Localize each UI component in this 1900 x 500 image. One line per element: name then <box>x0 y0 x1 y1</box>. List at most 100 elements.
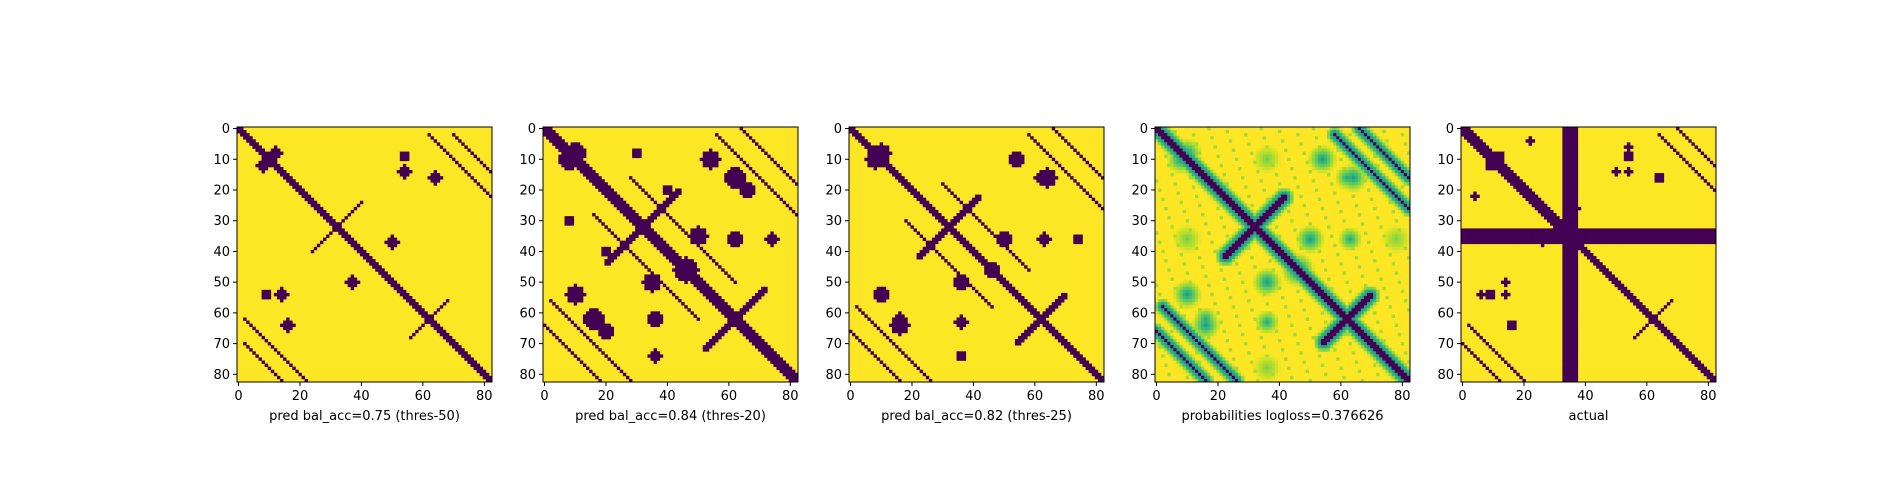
heatmap-cell <box>1265 151 1270 155</box>
heatmap-cell <box>659 317 664 321</box>
heatmap-cell <box>1327 145 1331 149</box>
heatmap-cell <box>699 228 704 232</box>
heatmap-cell <box>724 179 728 183</box>
heatmap-cell <box>1330 130 1334 134</box>
heatmap-cell <box>1280 191 1285 195</box>
heatmap-cell <box>984 225 988 229</box>
heatmap-cell <box>1302 249 1306 254</box>
heatmap-cell <box>1213 145 1217 149</box>
heatmap-cell <box>675 188 679 192</box>
heatmap-cell <box>1397 209 1402 214</box>
heatmap-cell <box>885 292 890 297</box>
heatmap-cell <box>708 157 713 162</box>
heatmap-cell <box>1219 176 1223 180</box>
heatmap-cell <box>549 329 553 334</box>
heatmap-cell <box>650 320 654 324</box>
heatmap-cell <box>625 209 630 214</box>
heatmap-cell <box>876 295 881 300</box>
heatmap-cell <box>1277 234 1282 238</box>
heatmap-cell <box>1213 249 1217 254</box>
heatmap-cell <box>1182 154 1187 159</box>
heatmap-cell <box>1225 206 1230 211</box>
heatmap-cell <box>396 283 401 288</box>
heatmap-cell <box>1336 148 1340 152</box>
heatmap-cell <box>1373 148 1377 152</box>
heatmap-cell <box>1170 302 1174 306</box>
heatmap-cell <box>1265 237 1270 242</box>
heatmap-cell <box>1277 209 1282 214</box>
heatmap-cell <box>1348 234 1352 238</box>
heatmap-cell <box>1216 320 1220 324</box>
heatmap-cell <box>1308 157 1313 162</box>
heatmap-cell <box>1302 259 1306 263</box>
heatmap-cell <box>1287 243 1291 248</box>
heatmap-cell <box>959 213 964 217</box>
heatmap-cell <box>1179 320 1183 324</box>
heatmap-cell <box>662 185 667 189</box>
heatmap-cell <box>1170 317 1174 321</box>
heatmap-cell <box>1330 317 1334 321</box>
heatmap-cell <box>1314 188 1319 192</box>
heatmap-cell <box>273 292 278 297</box>
heatmap-cell <box>971 213 976 217</box>
heatmap-cell <box>399 292 404 297</box>
heatmap-cell <box>901 351 905 355</box>
heatmap-cell <box>1305 289 1309 294</box>
heatmap-cell <box>1370 305 1374 309</box>
heatmap-cell <box>1265 268 1270 272</box>
heatmap-cell <box>1397 191 1402 195</box>
heatmap-cell <box>601 351 605 355</box>
heatmap-cell <box>1394 163 1399 168</box>
heatmap-cell <box>1155 329 1159 334</box>
heatmap-cell <box>770 357 774 361</box>
heatmap-cell <box>711 299 716 303</box>
heatmap-cell <box>1274 277 1279 281</box>
heatmap-cell <box>656 246 661 251</box>
heatmap-cell <box>1259 314 1263 318</box>
heatmap-cell <box>1207 329 1211 334</box>
heatmap-cell <box>635 234 639 238</box>
heatmap-cell <box>1057 302 1062 306</box>
heatmap-cell <box>1182 345 1187 349</box>
heatmap-cell <box>1333 160 1337 165</box>
heatmap-cell <box>1274 191 1279 195</box>
heatmap-cell <box>598 182 602 186</box>
heatmap-cell <box>1188 323 1193 328</box>
heatmap-cell <box>978 252 982 257</box>
heatmap-cell <box>264 292 269 297</box>
heatmap-cell <box>922 203 927 208</box>
heatmap-cell <box>1379 179 1383 183</box>
heatmap-cell <box>904 182 908 186</box>
heatmap-cell <box>1311 237 1316 242</box>
heatmap-cell <box>1274 194 1279 199</box>
heatmap-cell <box>558 157 562 162</box>
heatmap-cell <box>1073 234 1077 238</box>
heatmap-cell <box>1339 311 1343 315</box>
heatmap-cell <box>1167 139 1171 143</box>
heatmap-cell <box>1014 342 1019 346</box>
heatmap-cell <box>1198 323 1202 328</box>
heatmap-cell <box>1274 157 1279 162</box>
heatmap-cell <box>1363 342 1368 346</box>
heatmap-cell <box>1268 154 1273 159</box>
heatmap-cell <box>1394 234 1399 238</box>
heatmap-cell <box>708 256 713 260</box>
heatmap-cell <box>595 311 599 315</box>
heatmap-cell <box>1219 206 1223 211</box>
heatmap-cell <box>1262 203 1266 208</box>
heatmap-cell <box>1082 188 1086 192</box>
heatmap-cell <box>1222 249 1227 254</box>
heatmap-cell <box>289 363 293 367</box>
heatmap-cell <box>705 345 710 349</box>
heatmap-cell <box>996 268 1000 272</box>
heatmap-cell <box>739 308 744 312</box>
heatmap-cell <box>742 188 747 192</box>
heatmap-cell <box>1336 314 1340 318</box>
heatmap-cell <box>1014 163 1019 168</box>
heatmap-cell <box>1314 277 1319 281</box>
heatmap-cell <box>1379 348 1383 352</box>
heatmap-cell <box>1277 265 1282 269</box>
heatmap-cell <box>276 295 281 300</box>
heatmap-cell <box>1170 160 1174 165</box>
heatmap-cell <box>1317 289 1322 294</box>
